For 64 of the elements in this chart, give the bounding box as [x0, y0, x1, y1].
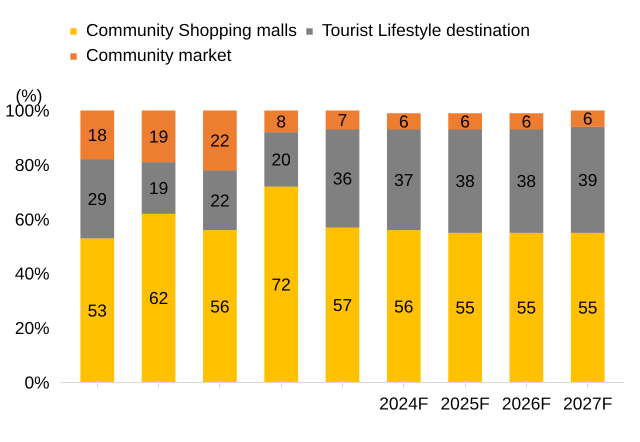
data-label: 55	[578, 298, 598, 318]
data-label: 39	[578, 170, 598, 190]
y-axis-title: (%)	[16, 86, 42, 106]
data-label: 38	[455, 171, 475, 192]
data-label: 37	[394, 170, 414, 190]
bar	[570, 126, 605, 233]
bar	[386, 230, 421, 382]
x-tick-label: 2026F	[502, 394, 551, 414]
bar	[203, 230, 237, 382]
bar	[448, 130, 482, 233]
bar	[326, 227, 360, 382]
bar	[203, 170, 237, 230]
data-label: 7	[338, 110, 348, 130]
x-tick-label: 2027F	[563, 394, 612, 414]
bar	[142, 162, 176, 214]
data-label: 56	[394, 296, 414, 316]
data-label: 55	[455, 298, 475, 318]
bar	[264, 110, 298, 132]
legend-label: Tourist Lifestyle destination	[322, 20, 530, 41]
bar	[326, 110, 360, 130]
bar	[203, 110, 237, 170]
data-label: 19	[148, 126, 168, 146]
y-tick-label: 20%	[14, 318, 50, 338]
bar	[448, 232, 482, 382]
bar	[142, 110, 176, 162]
y-tick-label: 40%	[14, 264, 50, 284]
bar	[386, 130, 421, 230]
bar	[510, 130, 544, 233]
x-tick-label: 2025F	[440, 394, 490, 414]
data-label: 18	[88, 124, 107, 145]
data-label: 22	[210, 190, 230, 210]
bar	[326, 130, 360, 228]
bar	[510, 113, 544, 130]
data-label: 6	[582, 108, 593, 129]
data-label: 62	[148, 288, 168, 308]
bar	[264, 132, 298, 187]
legend-label: Community Shopping malls	[86, 20, 297, 41]
bar	[142, 214, 176, 382]
data-label: 57	[332, 294, 352, 315]
bar	[80, 159, 114, 238]
data-label: 6	[460, 111, 470, 132]
y-tick-label: 80%	[14, 154, 50, 175]
bar	[570, 232, 605, 382]
y-tick-label: 0%	[24, 372, 50, 392]
data-label: 36	[332, 168, 352, 188]
data-label: 6	[522, 111, 532, 132]
data-label: 29	[88, 188, 107, 209]
data-label: 19	[148, 178, 168, 198]
data-label: 6	[398, 111, 409, 132]
data-label: 8	[276, 111, 286, 132]
bar	[80, 238, 114, 382]
data-label: 38	[516, 171, 536, 192]
bar	[80, 110, 114, 160]
data-label: 22	[210, 130, 230, 150]
bar	[264, 186, 298, 382]
x-tick-label: 2024F	[379, 394, 428, 414]
data-label: 56	[210, 296, 230, 316]
bar	[510, 232, 544, 382]
data-label: 20	[272, 149, 291, 170]
data-label: 53	[88, 300, 107, 320]
data-label: 55	[516, 298, 536, 318]
data-label: 72	[272, 274, 291, 295]
legend-label: Community market	[86, 45, 232, 66]
y-tick-label: 60%	[14, 209, 50, 230]
